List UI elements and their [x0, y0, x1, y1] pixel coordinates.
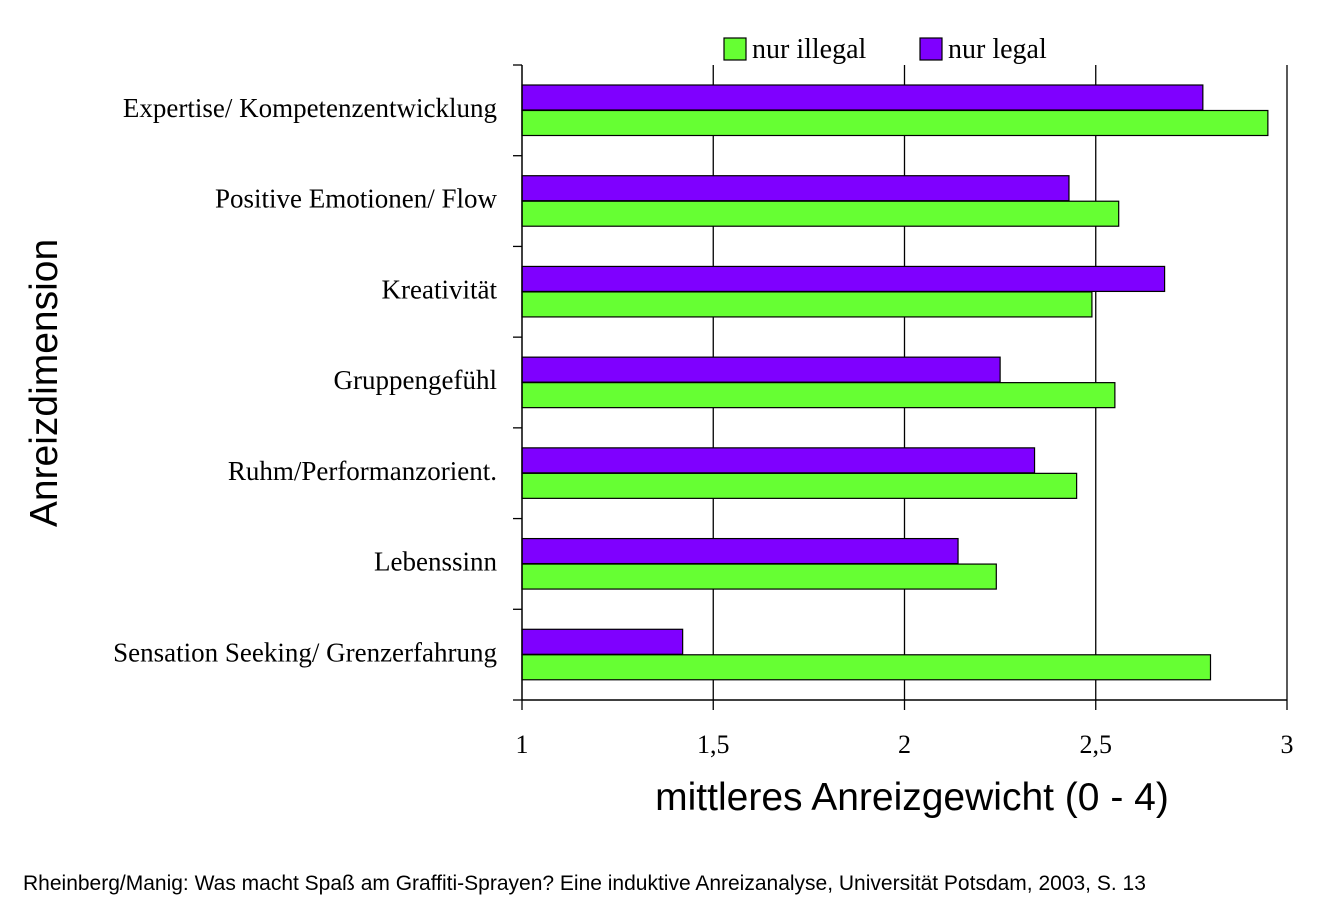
legend-swatch	[919, 37, 943, 61]
legend-label: nur legal	[948, 34, 1047, 65]
x-tick-label: 3	[1281, 730, 1294, 759]
legend-swatch	[723, 37, 747, 61]
category-label: Kreativität	[382, 274, 498, 304]
category-label: Gruppengefühl	[334, 365, 497, 395]
bar-nur-legal	[521, 175, 1070, 202]
category-label: Ruhm/Performanzorient.	[228, 456, 497, 486]
x-tick-labels: 1 1,5 2 2,5 3	[516, 730, 1294, 759]
category-label: Positive Emotionen/ Flow	[215, 184, 498, 214]
x-tick-label: 1	[516, 730, 529, 759]
category-labels: Expertise/ Kompetenzentwicklung Positive …	[113, 93, 497, 667]
bar-nur-legal	[521, 265, 1166, 293]
bar-nur-illegal	[521, 200, 1120, 227]
bar-nur-illegal	[521, 472, 1078, 499]
bar-nur-legal	[521, 356, 1001, 383]
axes	[513, 64, 1288, 710]
bar-nur-legal	[521, 537, 959, 565]
legend: nur illegal nur legal	[723, 34, 1047, 65]
x-tick-label: 2	[898, 730, 911, 759]
source-note: Rheinberg/Manig: Was macht Spaß am Graff…	[23, 872, 1146, 895]
bar-nur-illegal	[521, 109, 1269, 137]
bar-nur-legal	[521, 447, 1036, 474]
x-axis-title: mittleres Anreizgewicht (0 - 4)	[655, 776, 1169, 819]
bar-nur-illegal	[521, 382, 1116, 409]
bars	[521, 84, 1269, 681]
category-label: Sensation Seeking/ Grenzerfahrung	[113, 637, 497, 667]
x-tick-label: 2,5	[1080, 730, 1113, 759]
bar-nur-illegal	[521, 654, 1212, 681]
bar-nur-legal	[521, 628, 684, 655]
bar-nur-legal	[521, 84, 1204, 111]
bar-nur-illegal	[521, 291, 1093, 318]
x-tick-label: 1,5	[697, 730, 730, 759]
category-label: Expertise/ Kompetenzentwicklung	[123, 93, 497, 123]
y-axis-title: Anreizdimension	[23, 239, 66, 527]
category-label: Lebenssinn	[374, 547, 497, 577]
bar-nur-illegal	[521, 563, 997, 590]
legend-label: nur illegal	[752, 34, 867, 65]
